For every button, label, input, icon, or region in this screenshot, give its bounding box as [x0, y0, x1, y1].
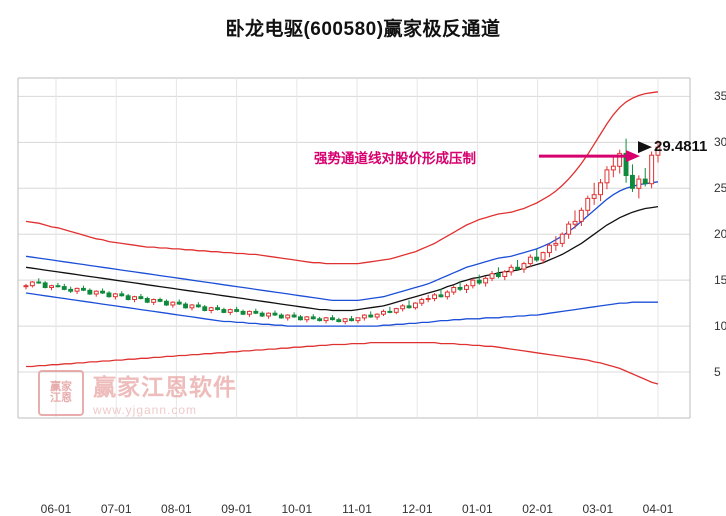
x-tick-6: 12-01: [401, 502, 433, 516]
x-tick-1: 07-01: [100, 502, 132, 516]
y-tick-2: 15: [714, 273, 726, 288]
x-tick-8: 02-01: [522, 502, 553, 516]
y-tick-1: 10: [714, 319, 726, 334]
x-tick-7: 01-01: [462, 502, 493, 516]
candles: [23, 138, 661, 325]
chart-svg: [17, 77, 691, 419]
series-line-1: [25, 181, 659, 302]
x-tick-4: 10-01: [281, 502, 313, 516]
y-tick-6: 35: [714, 89, 726, 104]
y-tick-4: 25: [714, 181, 726, 196]
plot-area: 5 10 15 20 25 30 35 06-01 07-01 08-01 09-01 10-01 1…: [17, 77, 726, 516]
chart-title: 卧龙电驱(600580)赢家极反通道: [225, 19, 501, 40]
x-tick-3: 09-01: [221, 502, 252, 516]
y-tick-5: 30: [714, 135, 726, 150]
y-tick-0: 5: [714, 365, 721, 380]
x-tick-5: 11-01: [342, 502, 372, 516]
annotation-arrow: [539, 150, 640, 163]
series-line-0: [25, 91, 659, 265]
last-price-label: 29.4811: [654, 138, 708, 156]
gridlines: [17, 77, 691, 419]
last-price-marker: [638, 141, 652, 154]
y-tick-3: 20: [714, 227, 726, 242]
x-tick-0: 06-01: [40, 502, 72, 516]
x-tick-2: 08-01: [161, 502, 192, 516]
series-line-3: [25, 292, 658, 327]
series-line-4: [26, 341, 659, 385]
x-tick-10: 04-01: [642, 502, 674, 516]
chart-container: 卧龙电驱(600580)赢家极反通道 5 10 15 20 25 30 35 06-01 07…: [17, 19, 726, 516]
annotation-pressure-line: 强势通道线对股价形成压制: [314, 151, 476, 167]
series-line-2: [25, 205, 659, 312]
x-tick-9: 03-01: [582, 502, 614, 516]
